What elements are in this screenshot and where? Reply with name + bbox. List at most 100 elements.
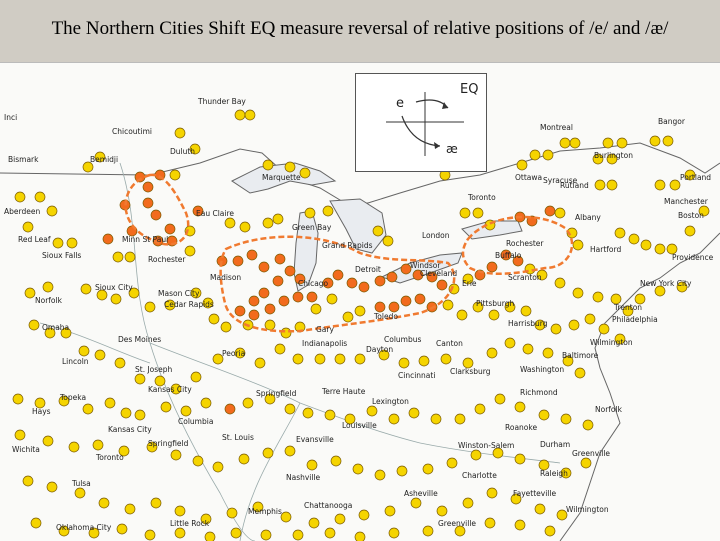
city-label: Trenton: [614, 303, 643, 312]
city-label: Chattanooga: [304, 501, 353, 510]
city-dot: [614, 227, 626, 239]
city-label: Kansas City: [108, 425, 152, 434]
city-dot: [410, 497, 422, 509]
city-dot: [224, 217, 236, 229]
city-label: Nashville: [286, 473, 321, 482]
city-dot: [550, 323, 562, 335]
city-dot: [314, 353, 326, 365]
city-dot: [649, 135, 661, 147]
city-dot: [262, 447, 274, 459]
map: Thunder Bay Bangor Inci Montreal Chicoutimi D…: [0, 62, 720, 541]
legend-lower-vowel: æ: [446, 142, 458, 156]
eq-legend: EQ e æ: [355, 73, 487, 172]
city-label: Rochester: [148, 255, 186, 264]
isogloss-line: [124, 173, 190, 246]
city-label: Madison: [210, 273, 242, 282]
city-dot: [510, 493, 522, 505]
city-dot: [560, 413, 572, 425]
river-line: [39, 322, 151, 364]
shifted-city-dot: [274, 253, 286, 265]
city-dot: [342, 311, 354, 323]
city-dot: [170, 449, 182, 461]
shifted-city-dot: [292, 291, 304, 303]
city-dot: [584, 313, 596, 325]
city-dot: [116, 523, 128, 535]
city-dot: [334, 353, 346, 365]
legend-arrow-down: [401, 115, 441, 147]
city-label: Scranton: [508, 273, 542, 282]
city-dot: [454, 413, 466, 425]
city-label: Wilmington: [566, 505, 609, 514]
city-dot: [486, 347, 498, 359]
city-dot: [684, 169, 696, 181]
city-dot: [234, 109, 246, 121]
shifted-city-dot: [248, 295, 260, 307]
shifted-city-dot: [306, 291, 318, 303]
city-label: Inci: [4, 113, 18, 122]
shifted-city-dot: [426, 271, 438, 283]
city-dot: [592, 153, 604, 165]
city-dot: [698, 205, 710, 217]
city-dot: [22, 475, 34, 487]
city-dot: [334, 513, 346, 525]
city-label: Topeka: [60, 393, 87, 402]
city-label: Marquette: [262, 173, 301, 182]
city-label: Lexington: [372, 397, 409, 406]
city-dot: [82, 403, 94, 415]
shifted-city-dot: [278, 295, 290, 307]
city-dot: [459, 207, 471, 219]
shifted-city-dot: [500, 249, 512, 261]
city-label: Albany: [575, 213, 601, 222]
city-label: London: [422, 231, 450, 240]
city-dot: [322, 205, 334, 217]
city-dot: [492, 447, 504, 459]
city-label: Greenville: [438, 519, 477, 528]
city-dot: [654, 285, 666, 297]
city-label: Raleigh: [540, 469, 568, 478]
shifted-city-dot: [386, 271, 398, 283]
city-dot: [254, 357, 266, 369]
isoglosses: [124, 173, 574, 333]
city-label: Springfield: [256, 389, 297, 398]
city-label: Windsor: [410, 261, 441, 270]
city-dot: [606, 179, 618, 191]
shifted-city-dot: [152, 235, 164, 247]
city-label: Asheville: [404, 489, 438, 498]
city-dot: [666, 243, 678, 255]
city-label: Bismark: [8, 155, 39, 164]
city-dot: [52, 237, 64, 249]
city-label: Terre Haute: [322, 387, 366, 396]
city-dot: [164, 299, 176, 311]
city-dot: [374, 469, 386, 481]
city-dot: [454, 525, 466, 537]
city-label: Duluth: [170, 147, 196, 156]
city-dot: [388, 527, 400, 539]
city-dot: [572, 287, 584, 299]
city-dot: [284, 445, 296, 457]
city-dot: [184, 245, 196, 257]
city-dot: [474, 403, 486, 415]
city-label: Wilmington: [590, 338, 633, 347]
city-dot: [80, 283, 92, 295]
city-label: Fayetteville: [513, 489, 557, 498]
city-dot: [606, 153, 618, 165]
city-dot: [324, 527, 336, 539]
city-dot: [418, 355, 430, 367]
shifted-city-dot: [486, 261, 498, 273]
city-dot: [574, 367, 586, 379]
legend-arrowhead-up: [442, 102, 448, 109]
border-line: [0, 142, 720, 204]
city-dot: [280, 327, 292, 339]
city-dot: [472, 207, 484, 219]
city-dot: [622, 305, 634, 317]
city-label: Omaha: [42, 323, 70, 332]
slide-title: The Northern Cities Shift EQ measure rev…: [51, 18, 669, 39]
city-label: Sioux Falls: [42, 251, 82, 260]
shifted-city-dot: [232, 255, 244, 267]
city-dot: [326, 293, 338, 305]
city-dot: [170, 383, 182, 395]
shifted-city-dot: [150, 209, 162, 221]
city-dot: [264, 393, 276, 405]
city-label: Eau Claire: [196, 209, 235, 218]
city-dot: [669, 179, 681, 191]
